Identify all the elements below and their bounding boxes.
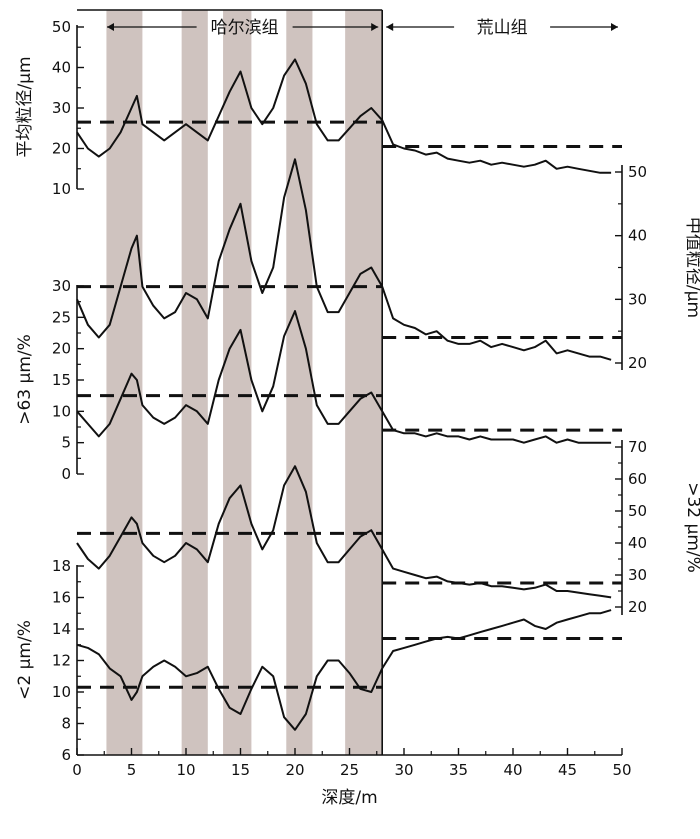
panel-5-tick-label-2: 8	[61, 715, 71, 733]
panel-4-tick-label-6: 70	[628, 438, 647, 456]
x-tick-label-8: 35	[449, 761, 468, 779]
panel-title-4: >32 μm/%	[683, 482, 700, 573]
panel-title-1: 平均粒径/μm	[15, 56, 35, 157]
x-tick-label-9: 40	[503, 761, 522, 779]
x-tick-label-1: 0	[72, 761, 82, 779]
x-tick-label-11: 50	[612, 761, 631, 779]
shaded-interval-5	[345, 10, 383, 755]
panel-3-tick-label-1: 0	[61, 465, 71, 483]
x-tick-label-3: 10	[176, 761, 195, 779]
shaded-interval-2	[181, 10, 208, 755]
panel-1-tick-label-3: 30	[52, 99, 71, 117]
x-axis-title: 深度/m	[321, 788, 377, 808]
panel-1-tick-label-1: 10	[52, 180, 71, 198]
panel-5-tick-label-3: 10	[52, 683, 71, 701]
labels: 哈尔滨组 荒山组1020304050平均粒径/μm20304050中值粒径/μm0…	[15, 18, 700, 808]
panel-4-tick-label-1: 20	[628, 598, 647, 616]
panel-2-tick-label-2: 30	[628, 290, 647, 308]
formation-arrow-1: 哈尔滨组	[107, 18, 379, 38]
series-line-2	[76, 158, 612, 361]
panel-3-tick-label-6: 25	[52, 308, 71, 326]
shaded-intervals	[106, 10, 383, 755]
shaded-interval-3	[223, 10, 252, 755]
arrow-head-left	[386, 23, 394, 31]
panel-1-tick-label-2: 20	[52, 140, 71, 158]
panel-4-tick-label-3: 40	[628, 534, 647, 552]
formation-name-1: 哈尔滨组	[211, 18, 279, 38]
mean-lines	[77, 120, 622, 689]
panel-2-tick-label-4: 50	[628, 163, 647, 181]
shaded-interval-4	[286, 10, 313, 755]
axes	[76, 9, 623, 756]
panel-5-tick-label-5: 14	[52, 620, 71, 638]
x-tick-label-4: 15	[231, 761, 250, 779]
panel-3-tick-label-2: 5	[61, 434, 71, 452]
x-tick-label-6: 25	[340, 761, 359, 779]
panel-3-tick-label-3: 10	[52, 402, 71, 420]
series-layer	[76, 58, 612, 731]
panel-2-tick-label-1: 20	[628, 354, 647, 372]
arrow-head-right	[371, 23, 379, 31]
panel-5-tick-label-4: 12	[52, 652, 71, 670]
x-tick-label-2: 5	[127, 761, 137, 779]
series-line-4	[76, 465, 612, 599]
panel-1-tick-label-5: 50	[52, 18, 71, 36]
panel-3-tick-label-7: 30	[52, 277, 71, 295]
panel-4-tick-label-2: 30	[628, 566, 647, 584]
x-tick-label-5: 20	[285, 761, 304, 779]
formation-arrow-2: 荒山组	[386, 18, 618, 38]
panel-2-tick-label-3: 40	[628, 227, 647, 245]
panel-title-2: 中值粒径/μm	[683, 217, 700, 318]
series-line-5	[76, 609, 612, 731]
series-line-1	[76, 58, 612, 174]
x-tick-label-7: 30	[394, 761, 413, 779]
arrow-head-left	[107, 23, 114, 31]
panel-4-tick-label-4: 50	[628, 502, 647, 520]
panel-3-tick-label-4: 15	[52, 371, 71, 389]
panel-1-tick-label-4: 40	[52, 59, 71, 77]
panel-4-tick-label-5: 60	[628, 470, 647, 488]
panel-title-5: <2 μm/%	[15, 620, 35, 700]
shaded-interval-1	[106, 10, 143, 755]
formation-name-2: 荒山组	[477, 18, 528, 38]
panel-5-tick-label-1: 6	[61, 746, 71, 764]
panel-5-tick-label-7: 18	[52, 557, 71, 575]
panel-5-tick-label-6: 16	[52, 589, 71, 607]
panel-3-tick-label-5: 20	[52, 340, 71, 358]
arrow-head-right	[611, 23, 618, 31]
series-line-3	[76, 310, 612, 444]
panel-title-3: >63 μm/%	[15, 334, 35, 425]
x-tick-label-10: 45	[558, 761, 577, 779]
